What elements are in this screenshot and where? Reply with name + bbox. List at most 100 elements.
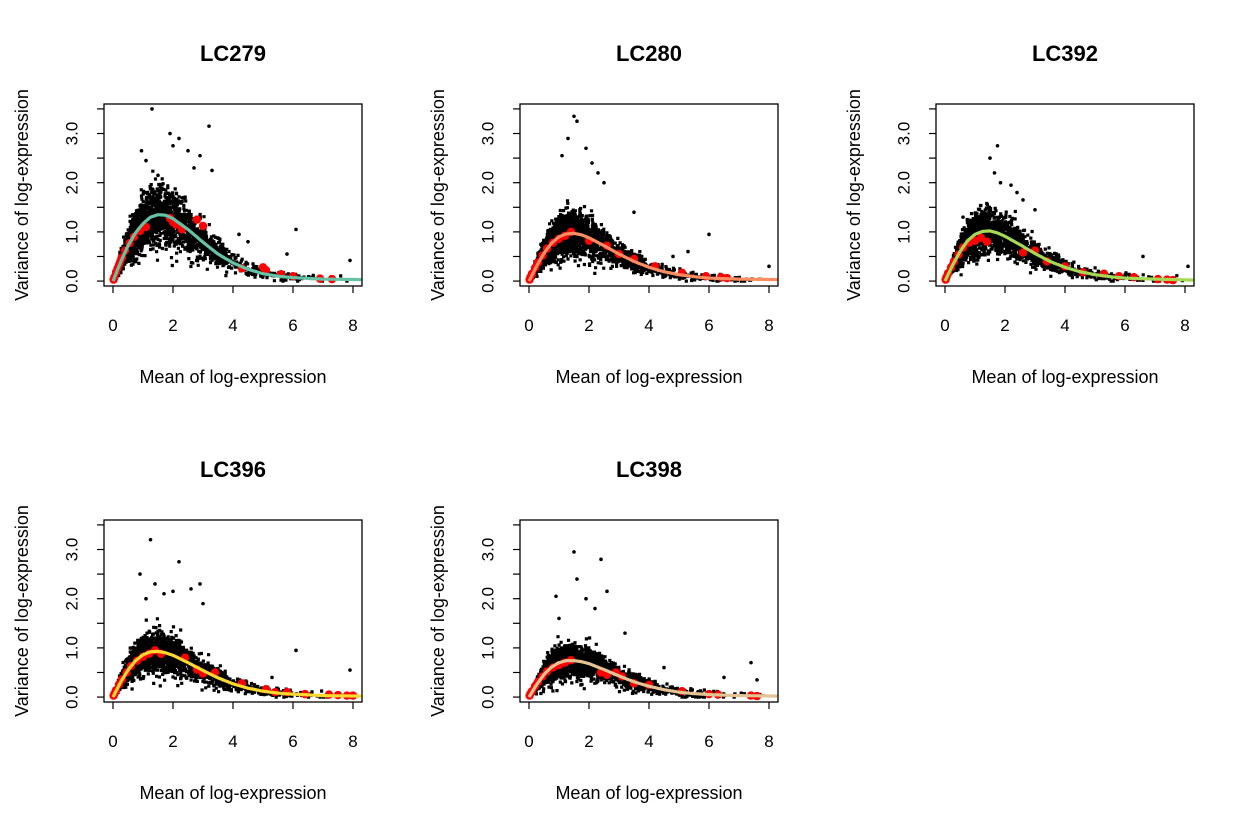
outlier-point — [1009, 183, 1013, 187]
x-tick-label: 2 — [168, 316, 177, 335]
gene-cloud — [529, 199, 762, 283]
gene-cloud — [528, 635, 765, 699]
x-tick-label: 4 — [644, 316, 653, 335]
trend-line — [111, 213, 362, 282]
x-tick-label: 6 — [704, 316, 713, 335]
outlier-point — [686, 249, 690, 254]
outlier-point — [755, 678, 759, 682]
outlier-point — [198, 153, 202, 158]
outlier-point — [294, 648, 298, 653]
y-axis-label: Variance of log-expression — [844, 89, 864, 301]
outlier-point — [201, 601, 205, 606]
outlier-point — [270, 675, 274, 680]
x-tick-label: 4 — [644, 732, 653, 751]
y-tick-label: 2.0 — [479, 171, 498, 195]
y-axis-label: Variance of log-expression — [12, 505, 32, 717]
spike-in-point — [982, 237, 992, 246]
outlier-point — [671, 254, 675, 259]
outlier-point — [632, 210, 636, 215]
x-tick-label: 0 — [524, 732, 533, 751]
trend-line — [527, 231, 778, 282]
outlier-point — [572, 114, 576, 119]
outlier-point — [294, 227, 298, 232]
x-axis-label: Mean of log-expression — [555, 367, 742, 387]
x-tick-label: 6 — [704, 732, 713, 751]
outlier-point — [171, 144, 175, 148]
outlier-point — [168, 131, 172, 136]
outlier-point — [584, 146, 588, 151]
trend-line — [111, 649, 362, 698]
y-tick-label: 1.0 — [63, 636, 82, 660]
x-tick-label: 2 — [584, 316, 593, 335]
x-tick-label: 6 — [288, 732, 297, 751]
outlier-point — [207, 124, 211, 128]
outlier-point — [177, 560, 181, 564]
x-tick-label: 2 — [584, 732, 593, 751]
y-axis-label: Variance of log-expression — [428, 505, 448, 717]
outlier-point — [153, 582, 157, 586]
x-tick-label: 2 — [1000, 316, 1009, 335]
x-tick-label: 8 — [764, 316, 773, 335]
y-tick-label: 1.0 — [63, 220, 82, 244]
outlier-point — [566, 136, 570, 141]
panel-lc279: LC279 0 2 4 6 8 0.0 1.0 2.0 3.0 Mean of log-expres… — [12, 41, 363, 387]
outlier-point — [575, 119, 579, 124]
panel-title: LC396 — [200, 457, 266, 482]
outlier-point — [171, 589, 175, 594]
outlier-point — [1021, 198, 1025, 202]
panel-title: LC392 — [1032, 41, 1098, 66]
outlier-point — [602, 180, 606, 185]
panel-title: LC398 — [616, 457, 682, 482]
outlier-point — [1141, 254, 1145, 259]
outlier-point — [148, 537, 153, 542]
x-tick-label: 8 — [348, 316, 357, 335]
outlier-point — [186, 148, 190, 153]
y-tick-label: 1.0 — [479, 636, 498, 660]
x-tick-label: 8 — [348, 732, 357, 751]
x-tick-label: 0 — [524, 316, 533, 335]
outlier-point — [998, 180, 1003, 185]
outlier-point — [707, 232, 711, 237]
outlier-point — [767, 264, 771, 269]
x-tick-label: 4 — [1060, 316, 1069, 335]
outlier-point — [988, 156, 992, 160]
outlier-point — [596, 171, 600, 175]
outlier-point — [139, 148, 144, 153]
x-tick-label: 4 — [228, 316, 237, 335]
spike-in-point — [192, 215, 202, 224]
outlier-point — [237, 232, 241, 237]
outlier-point — [575, 577, 579, 581]
outlier-point — [192, 166, 196, 170]
panel-lc396: LC396 0 2 4 6 8 0.0 1.0 2.0 3.0 Mean of log-expres… — [12, 457, 363, 803]
x-axis-label: Mean of log-expression — [139, 783, 326, 803]
y-tick-label: 3.0 — [63, 122, 82, 146]
x-tick-label: 6 — [1120, 316, 1129, 335]
y-tick-label: 0.0 — [63, 685, 82, 709]
panel-lc398: LC398 0 2 4 6 8 0.0 1.0 2.0 3.0 Mean of log-expres… — [428, 457, 779, 803]
outlier-point — [593, 606, 597, 611]
y-tick-label: 0.0 — [895, 269, 914, 293]
y-axis-label: Variance of log-expression — [428, 89, 448, 301]
y-tick-label: 3.0 — [63, 538, 82, 562]
spike-in-point — [198, 221, 208, 231]
outlier-point — [189, 587, 193, 591]
y-tick-label: 0.0 — [479, 685, 498, 709]
y-tick-label: 2.0 — [895, 171, 914, 195]
x-tick-label: 8 — [764, 732, 773, 751]
outlier-point — [749, 660, 753, 665]
y-tick-label: 2.0 — [63, 587, 82, 611]
gene-cloud — [944, 201, 1184, 283]
outlier-point — [198, 582, 202, 586]
y-tick-label: 3.0 — [895, 122, 914, 146]
outlier-point — [1033, 207, 1037, 212]
x-tick-label: 4 — [228, 732, 237, 751]
outlier-point — [1186, 264, 1190, 269]
trend-line — [527, 659, 778, 698]
outlier-point — [138, 572, 142, 576]
outlier-point — [590, 161, 594, 165]
outlier-point — [210, 168, 214, 173]
x-axis-label: Mean of log-expression — [971, 367, 1158, 387]
outlier-point — [285, 252, 289, 256]
